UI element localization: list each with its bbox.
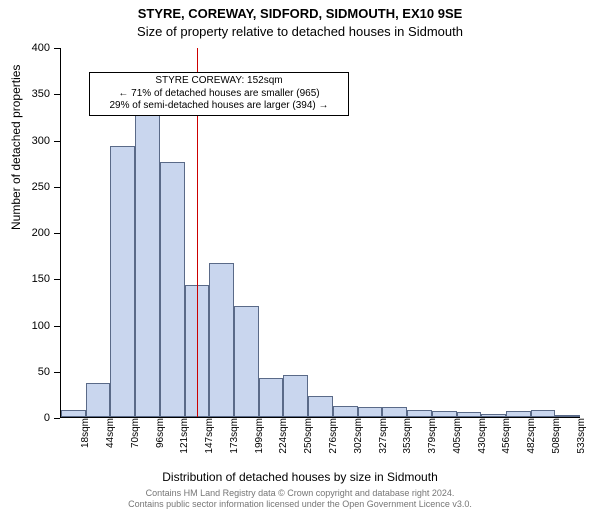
- plot-area: STYRE COREWAY: 152sqm ← 71% of detached …: [60, 48, 580, 418]
- footer-line1: Contains HM Land Registry data © Crown c…: [0, 488, 600, 499]
- x-tick-label: 405sqm: [452, 418, 463, 468]
- bar: [209, 263, 234, 417]
- bar: [555, 415, 580, 417]
- bar: [259, 378, 284, 417]
- x-tick-label: 70sqm: [130, 418, 141, 468]
- y-tick-label: 100: [0, 320, 50, 332]
- bar: [506, 411, 531, 417]
- y-tick-label: 300: [0, 135, 50, 147]
- annotation-line3: 29% of semi-detached houses are larger (…: [94, 100, 344, 113]
- y-tick: [54, 418, 60, 419]
- bar: [457, 412, 482, 417]
- x-tick-label: 224sqm: [278, 418, 289, 468]
- footer-line2: Contains public sector information licen…: [0, 499, 600, 510]
- y-tick: [54, 372, 60, 373]
- y-tick: [54, 279, 60, 280]
- bar: [333, 406, 358, 417]
- x-tick-label: 147sqm: [204, 418, 215, 468]
- bar: [86, 383, 111, 417]
- footer-attribution: Contains HM Land Registry data © Crown c…: [0, 488, 600, 510]
- bar: [481, 414, 506, 417]
- annotation-line1: STYRE COREWAY: 152sqm: [94, 75, 344, 88]
- y-tick-label: 350: [0, 88, 50, 100]
- bar: [308, 396, 333, 417]
- bar: [61, 410, 86, 417]
- bar: [160, 162, 185, 417]
- x-tick-label: 430sqm: [477, 418, 488, 468]
- annotation-line2: ← 71% of detached houses are smaller (96…: [94, 88, 344, 101]
- y-tick: [54, 94, 60, 95]
- bar: [234, 306, 259, 417]
- y-tick: [54, 233, 60, 234]
- x-tick-label: 96sqm: [155, 418, 166, 468]
- x-tick-label: 482sqm: [526, 418, 537, 468]
- bar: [135, 107, 160, 417]
- annotation-box: STYRE COREWAY: 152sqm ← 71% of detached …: [89, 72, 349, 116]
- y-tick: [54, 48, 60, 49]
- bar: [358, 407, 383, 417]
- bar: [432, 411, 457, 417]
- bar: [283, 375, 308, 417]
- chart-title-line2: Size of property relative to detached ho…: [0, 24, 600, 39]
- x-axis-title: Distribution of detached houses by size …: [0, 470, 600, 484]
- y-tick: [54, 326, 60, 327]
- bar: [407, 410, 432, 417]
- x-tick-label: 121sqm: [179, 418, 190, 468]
- x-tick-label: 533sqm: [576, 418, 587, 468]
- y-tick-label: 250: [0, 181, 50, 193]
- y-tick-label: 0: [0, 412, 50, 424]
- y-tick-label: 200: [0, 227, 50, 239]
- y-tick-label: 150: [0, 273, 50, 285]
- bar: [110, 146, 135, 417]
- x-tick-label: 44sqm: [105, 418, 116, 468]
- bar: [531, 410, 556, 417]
- x-tick-label: 327sqm: [378, 418, 389, 468]
- x-tick-label: 199sqm: [254, 418, 265, 468]
- x-tick-label: 173sqm: [229, 418, 240, 468]
- x-tick-label: 379sqm: [427, 418, 438, 468]
- x-tick-label: 276sqm: [328, 418, 339, 468]
- x-tick-label: 302sqm: [353, 418, 364, 468]
- y-tick: [54, 187, 60, 188]
- x-tick-label: 353sqm: [402, 418, 413, 468]
- bar: [382, 407, 407, 417]
- x-tick-label: 250sqm: [303, 418, 314, 468]
- chart-container: STYRE, COREWAY, SIDFORD, SIDMOUTH, EX10 …: [0, 0, 600, 500]
- y-tick-label: 50: [0, 366, 50, 378]
- x-tick-label: 18sqm: [80, 418, 91, 468]
- x-tick-label: 456sqm: [501, 418, 512, 468]
- x-tick-label: 508sqm: [551, 418, 562, 468]
- y-tick: [54, 141, 60, 142]
- chart-title-line1: STYRE, COREWAY, SIDFORD, SIDMOUTH, EX10 …: [0, 6, 600, 21]
- y-tick-label: 400: [0, 42, 50, 54]
